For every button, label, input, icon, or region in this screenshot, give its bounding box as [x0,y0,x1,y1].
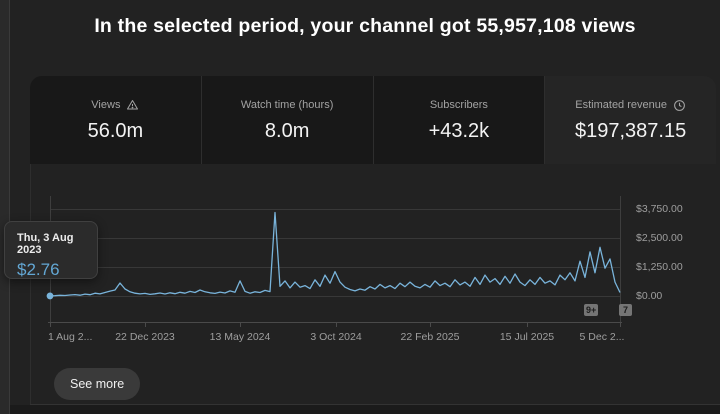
metric-value: 56.0m [87,120,144,142]
x-tick-label: 22 Feb 2025 [400,331,460,343]
metric-tab-estimated-revenue[interactable]: Estimated revenue $197,387.15 [544,76,716,164]
plot-right-border [620,196,621,322]
metric-value: +43.2k [428,120,490,142]
y-tick-label: $0.00 [636,290,663,302]
x-tick-label: 13 May 2024 [209,331,271,343]
x-axis-tick [50,322,51,327]
metric-label-row: Subscribers [430,99,488,111]
clock-icon [673,99,686,112]
metric-label-row: Watch time (hours) [241,99,334,111]
metric-label: Estimated revenue [575,99,667,111]
chart-tooltip: Thu, 3 Aug 2023 $2.76 [4,221,98,279]
x-tick-label: 15 Jul 2025 [499,331,555,343]
x-axis-tick [145,322,146,327]
metric-label: Views [91,99,121,111]
x-axis-tick [527,322,528,327]
metric-cards-row: Views 56.0m Watch time (hours) 8.0m Subs… [30,76,716,164]
card-left-border [30,164,31,404]
metric-label-row: Views [91,99,139,111]
metric-value: 8.0m [264,120,310,142]
page-title: In the selected period, your channel got… [94,15,636,37]
metric-label: Subscribers [429,99,488,111]
x-tick-label: 22 Dec 2023 [115,331,175,343]
x-axis-tick [620,322,621,327]
y-tick-label: $2,500.00 [636,232,683,244]
tooltip-value: $2.76 [17,260,60,279]
gridline-1250 [50,267,620,268]
gridline-3750 [50,209,620,210]
x-axis-tick [336,322,337,327]
metric-label-row: Estimated revenue [575,99,686,112]
warning-triangle-icon [126,99,139,111]
x-axis-tick [240,322,241,327]
gridline-0 [50,296,620,297]
x-tick-label: 1 Aug 2... [48,331,93,343]
highlighted-point[interactable] [46,292,54,300]
y-tick-label: $3,750.00 [636,203,683,215]
metric-tab-subscribers[interactable]: Subscribers +43.2k [372,76,545,164]
metric-value: $197,387.15 [575,120,687,142]
revenue-line-chart[interactable] [46,196,621,300]
x-axis-tick [430,322,431,327]
tooltip-date: Thu, 3 Aug 2023 [17,232,74,256]
metric-label: Watch time (hours) [240,99,334,111]
page-bottom-edge [10,405,720,414]
x-tick-label: 5 Dec 2... [579,331,625,343]
video-marker-badge[interactable]: 9+ [584,304,599,316]
metric-tab-views[interactable]: Views 56.0m [30,76,201,164]
y-tick-label: $1,250.00 [636,261,683,273]
video-marker-badge[interactable]: 7 [619,304,632,316]
x-tick-label: 3 Oct 2024 [310,331,362,343]
metric-tab-watch-time[interactable]: Watch time (hours) 8.0m [200,76,373,164]
see-more-button[interactable]: See more [54,368,141,400]
card-bottom-border [30,404,720,405]
gridline-2500 [50,238,620,239]
window-edge [0,0,10,414]
x-axis-line [48,322,622,323]
